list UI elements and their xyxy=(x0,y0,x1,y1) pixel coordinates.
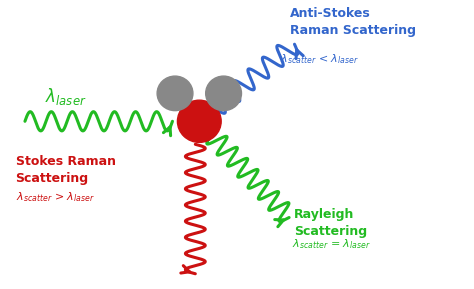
Text: Anti-Stokes
Raman Scattering: Anti-Stokes Raman Scattering xyxy=(290,7,416,36)
Circle shape xyxy=(206,76,241,111)
Text: Stokes Raman
Scattering: Stokes Raman Scattering xyxy=(16,155,116,185)
Text: $\lambda_{scatter}$ = $\lambda_{laser}$: $\lambda_{scatter}$ = $\lambda_{laser}$ xyxy=(292,237,371,251)
Text: $\lambda_{laser}$: $\lambda_{laser}$ xyxy=(45,86,86,107)
Circle shape xyxy=(177,100,221,142)
Text: Rayleigh
Scattering: Rayleigh Scattering xyxy=(294,208,367,238)
Circle shape xyxy=(157,76,193,111)
Text: $\lambda_{scatter}$ < $\lambda_{laser}$: $\lambda_{scatter}$ < $\lambda_{laser}$ xyxy=(280,52,358,66)
Text: $\lambda_{scatter}$ > $\lambda_{laser}$: $\lambda_{scatter}$ > $\lambda_{laser}$ xyxy=(16,190,94,204)
